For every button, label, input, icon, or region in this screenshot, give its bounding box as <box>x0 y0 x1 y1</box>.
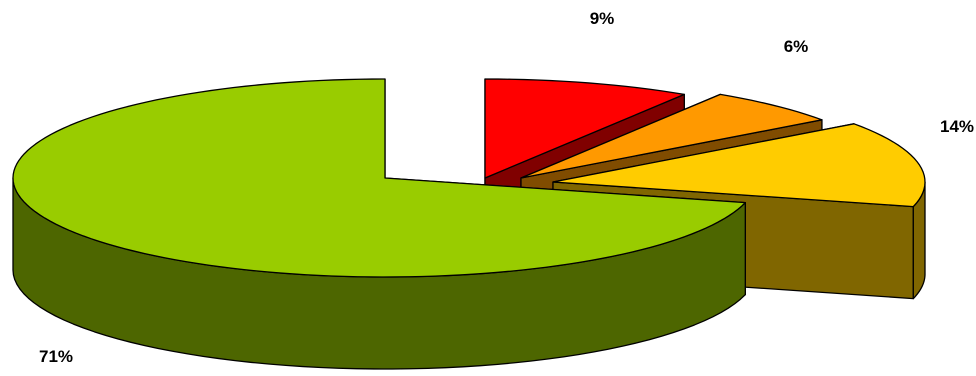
pie-slices <box>12 78 926 370</box>
slice-value-label: 14% <box>940 117 974 136</box>
pie-slice-4 <box>12 78 746 370</box>
pie-slice-top <box>484 78 685 179</box>
slice-value-label: 71% <box>39 347 73 366</box>
pie-slice-top <box>12 78 746 278</box>
slice-value-label: 6% <box>784 37 809 56</box>
pie-slice-top <box>520 93 823 179</box>
pie-labels: 9% 6% 14% 71% <box>39 9 974 366</box>
pie-slice-top <box>552 123 926 208</box>
slice-value-label: 9% <box>590 9 615 28</box>
